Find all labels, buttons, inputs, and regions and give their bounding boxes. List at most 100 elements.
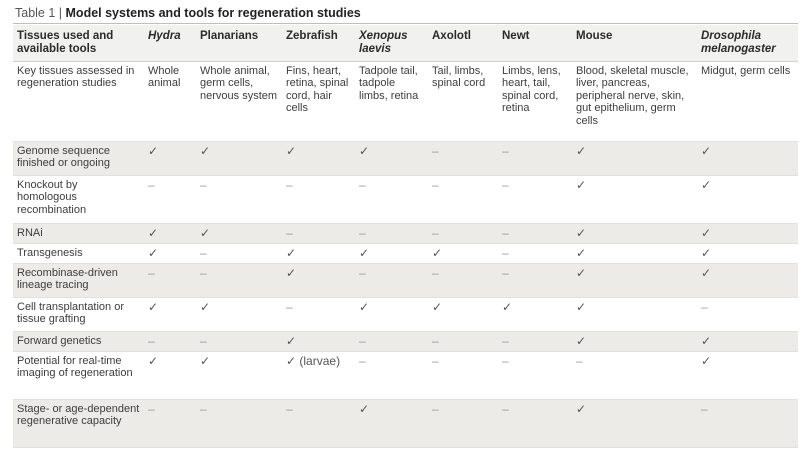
dash-icon: – xyxy=(196,331,282,352)
dash-icon: – xyxy=(144,331,196,352)
check-icon: ✓ xyxy=(144,223,196,244)
check-icon: ✓ xyxy=(572,223,697,244)
check-icon: ✓ xyxy=(697,223,798,244)
row-label: RNAi xyxy=(13,223,144,244)
check-icon: ✓ xyxy=(572,297,697,332)
table-cell: Midgut, germ cells xyxy=(697,61,798,142)
dash-icon: – xyxy=(498,263,572,298)
dash-icon: – xyxy=(144,263,196,298)
dash-icon: – xyxy=(196,175,282,224)
dash-icon: – xyxy=(282,297,355,332)
table-row: Stage- or age-dependent regenerative cap… xyxy=(13,399,798,448)
col-header-newt: Newt xyxy=(498,25,572,62)
dash-icon: – xyxy=(355,351,428,400)
col-header-drosophila: Drosophila melanogaster xyxy=(697,25,798,62)
col-header-tissues: Tissues used and available tools xyxy=(13,25,144,62)
check-icon: ✓ xyxy=(572,331,697,352)
table-cell: Tadpole tail, tadpole limbs, retina xyxy=(355,61,428,142)
check-icon: ✓ xyxy=(697,175,798,224)
dash-icon: – xyxy=(196,243,282,264)
dash-icon: – xyxy=(428,331,498,352)
row-label: Recombinase-driven lineage tracing xyxy=(13,263,144,298)
table-row: Potential for real-time imaging of regen… xyxy=(13,351,798,400)
dash-icon: – xyxy=(572,351,697,400)
table-cell: Blood, skeletal muscle, liver, pancreas,… xyxy=(572,61,697,142)
dash-icon: – xyxy=(355,263,428,298)
table-row: RNAi ✓ ✓ – – – – ✓ ✓ xyxy=(13,223,798,244)
table-number: Table 1 | xyxy=(15,6,66,20)
dash-icon: – xyxy=(282,175,355,224)
table-title: Table 1 | Model systems and tools for re… xyxy=(15,6,361,20)
dash-icon: – xyxy=(144,399,196,448)
col-header-zebrafish: Zebrafish xyxy=(282,25,355,62)
dash-icon: – xyxy=(498,399,572,448)
dash-icon: – xyxy=(196,399,282,448)
check-icon: ✓ xyxy=(144,141,196,176)
check-icon: ✓ xyxy=(572,263,697,298)
check-icon: ✓ xyxy=(697,263,798,298)
dash-icon: – xyxy=(355,223,428,244)
check-icon: ✓ xyxy=(196,351,282,400)
check-icon: ✓ xyxy=(572,399,697,448)
check-icon: ✓ xyxy=(355,399,428,448)
col-header-hydra: Hydra xyxy=(144,25,196,62)
check-icon: ✓ xyxy=(282,243,355,264)
col-header-xenopus: Xenopus laevis xyxy=(355,25,428,62)
dash-icon: – xyxy=(355,331,428,352)
dash-icon: – xyxy=(144,175,196,224)
check-icon: ✓ xyxy=(355,141,428,176)
table-body: Key tissues assessed in regeneration stu… xyxy=(13,61,798,448)
table-cell: Whole animal xyxy=(144,61,196,142)
header-row: Tissues used and available tools Hydra P… xyxy=(13,25,798,62)
table-row: Transgenesis ✓ – ✓ ✓ ✓ – ✓ ✓ xyxy=(13,243,798,264)
check-icon: ✓ xyxy=(355,243,428,264)
check-icon: ✓ xyxy=(144,243,196,264)
top-rule xyxy=(13,23,798,24)
row-label: Potential for real-time imaging of regen… xyxy=(13,351,144,400)
col-header-planarians: Planarians xyxy=(196,25,282,62)
check-icon: ✓ xyxy=(355,297,428,332)
check-icon: ✓ xyxy=(196,141,282,176)
table-cell: Limbs, lens, heart, tail, spinal cord, r… xyxy=(498,61,572,142)
row-label: Forward genetics xyxy=(13,331,144,352)
table-caption: Model systems and tools for regeneration… xyxy=(65,6,361,20)
table-cell: Whole animal, germ cells, nervous system xyxy=(196,61,282,142)
check-icon: ✓ xyxy=(282,263,355,298)
row-label: Key tissues assessed in regeneration stu… xyxy=(13,61,144,142)
check-icon: ✓ xyxy=(697,141,798,176)
table-cell: ✓ (larvae) xyxy=(282,351,355,400)
check-icon: ✓ xyxy=(282,331,355,352)
row-label: Cell transplantation or tissue grafting xyxy=(13,297,144,332)
check-icon: ✓ xyxy=(144,351,196,400)
table-row: Cell transplantation or tissue grafting ✓… xyxy=(13,297,798,332)
dash-icon: – xyxy=(498,141,572,176)
table-row: Knockout by homologous recombination – – – –… xyxy=(13,175,798,224)
check-icon: ✓ xyxy=(697,243,798,264)
row-label: Genome sequence finished or ongoing xyxy=(13,141,144,176)
table-row: Genome sequence finished or ongoing ✓ ✓ ✓ ✓ –… xyxy=(13,141,798,176)
col-header-mouse: Mouse xyxy=(572,25,697,62)
check-icon: ✓ xyxy=(196,223,282,244)
dash-icon: – xyxy=(428,223,498,244)
check-icon: ✓ xyxy=(498,297,572,332)
check-icon: ✓ xyxy=(572,175,697,224)
table-cell: Tail, limbs, spinal cord xyxy=(428,61,498,142)
row-label: Transgenesis xyxy=(13,243,144,264)
table-row: Forward genetics – – ✓ – – – ✓ ✓ xyxy=(13,331,798,352)
check-icon: ✓ xyxy=(572,141,697,176)
check-icon: ✓ xyxy=(697,351,798,400)
dash-icon: – xyxy=(428,399,498,448)
dash-icon: – xyxy=(355,175,428,224)
dash-icon: – xyxy=(282,223,355,244)
table-row: Recombinase-driven lineage tracing – – ✓ – – –… xyxy=(13,263,798,298)
check-icon: ✓ xyxy=(572,243,697,264)
dash-icon: – xyxy=(498,351,572,400)
dash-icon: – xyxy=(498,223,572,244)
dash-icon: – xyxy=(498,175,572,224)
row-label: Knockout by homologous recombination xyxy=(13,175,144,224)
check-icon: ✓ xyxy=(282,141,355,176)
dash-icon: – xyxy=(282,399,355,448)
dash-icon: – xyxy=(697,399,798,448)
dash-icon: – xyxy=(428,141,498,176)
